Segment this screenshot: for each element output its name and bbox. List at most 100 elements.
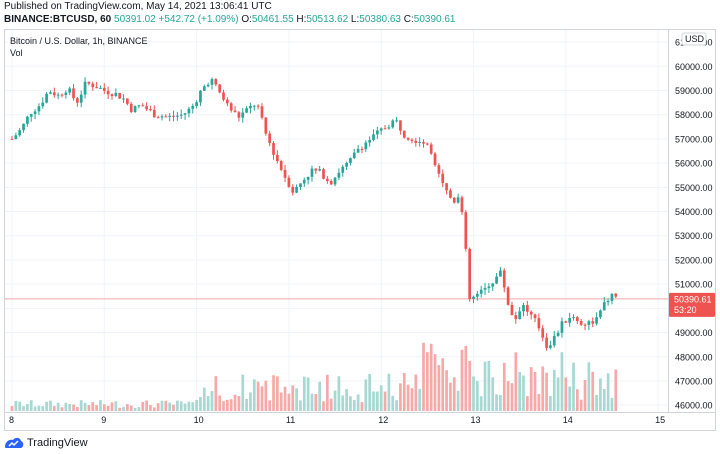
candle-body [122, 98, 125, 100]
candle-body [268, 133, 272, 143]
candle-body [583, 324, 587, 326]
volume-bar [341, 395, 345, 411]
volume-bar [614, 369, 618, 411]
candle-body [472, 296, 475, 299]
candle-body [191, 106, 195, 109]
candle-body [399, 120, 402, 131]
volume-bar [145, 400, 148, 411]
candle-body [360, 148, 364, 150]
price-tick-label: 55000.00 [675, 183, 713, 193]
candle-body [183, 113, 187, 115]
time-tick-label: 14 [563, 415, 573, 425]
candle-body [56, 94, 60, 96]
volume-bar [533, 372, 537, 411]
volume-bar [475, 381, 479, 411]
candle-body [172, 115, 175, 117]
candle-body [514, 315, 518, 320]
volume-bar [387, 373, 391, 411]
grid-lines [5, 30, 716, 413]
volume-bar [226, 399, 229, 411]
candle-body [387, 127, 391, 129]
candle-body [79, 94, 83, 103]
currency-badge-label: USD [685, 34, 705, 44]
volume-bar [149, 405, 152, 411]
volume-bar [33, 406, 37, 411]
volume-bar [137, 407, 141, 411]
volume-bar [595, 394, 598, 411]
volume-bar [418, 388, 422, 411]
volume-bar [391, 395, 395, 411]
volume-bar [410, 388, 414, 411]
volume-bar [445, 370, 448, 411]
candle-body [214, 79, 218, 85]
volume-bar [22, 406, 25, 411]
volume-bar [122, 406, 125, 411]
volume-bar [233, 394, 237, 411]
volume-bar [349, 396, 352, 411]
candle-body [510, 304, 514, 316]
volume-bar [591, 371, 595, 411]
volume-bar [133, 407, 137, 411]
candle-body [341, 166, 345, 173]
volume-bar [422, 342, 425, 411]
candle-body [60, 94, 64, 96]
candle-body [233, 110, 237, 113]
candle-body [556, 332, 560, 336]
price-tick-label: 56000.00 [675, 159, 713, 169]
candle-body [591, 321, 595, 324]
footer-brand[interactable]: TradingView [4, 434, 88, 452]
volume-bar [564, 377, 568, 411]
volume-bar [364, 379, 368, 411]
volume-bar [541, 366, 545, 411]
time-axis[interactable]: 8 9 10 11 12 13 14 15 [9, 415, 665, 425]
volume-bar [187, 401, 191, 411]
price-axis[interactable]: 46000.0047000.0048000.0049000.0050000.00… [669, 32, 715, 411]
volume-bar [552, 369, 556, 411]
volume-bar [402, 373, 406, 411]
time-tick-label: 8 [9, 415, 14, 425]
low-label: L: [350, 14, 360, 25]
volume-bar [499, 395, 502, 411]
volume-bar [99, 400, 102, 411]
volume-bar [314, 394, 318, 411]
volume-bar [129, 405, 133, 411]
candle-body [264, 117, 268, 134]
volume-bar [518, 372, 521, 411]
candle-body [145, 106, 148, 110]
price-tick-label: 54000.00 [675, 207, 713, 217]
candle-body [179, 114, 183, 116]
volume-bar [283, 386, 287, 411]
change-value: +542.72 (+1.09%) [158, 14, 239, 25]
volume-bar [49, 400, 52, 411]
volume-bar [18, 401, 22, 411]
candle-body [372, 134, 375, 141]
volume-bar [433, 354, 437, 411]
candle-body [606, 300, 610, 303]
candle-body [376, 130, 379, 135]
candle-body [352, 152, 356, 159]
volume-bar [152, 407, 156, 411]
candle-body [118, 92, 122, 99]
candle-body [41, 102, 45, 107]
volume-bar [572, 362, 575, 411]
high-label: H: [296, 14, 307, 25]
volume-bar [345, 389, 348, 411]
volume-bar [83, 402, 87, 411]
candle-body [479, 289, 483, 294]
candle-body [299, 183, 302, 187]
volume-bar [199, 396, 202, 411]
volume-bar [252, 379, 256, 411]
time-tick-label: 11 [286, 415, 295, 425]
candle-body [168, 115, 172, 117]
candle-body [202, 86, 206, 91]
candle-body [572, 317, 575, 319]
candle-body [322, 169, 325, 179]
volume-bar [272, 375, 275, 411]
volume-bar [441, 358, 445, 411]
close-label: C: [403, 14, 414, 25]
candle-body [418, 141, 422, 143]
volume-bar [214, 376, 218, 411]
volume-bar [414, 374, 418, 411]
candle-body [349, 158, 352, 163]
